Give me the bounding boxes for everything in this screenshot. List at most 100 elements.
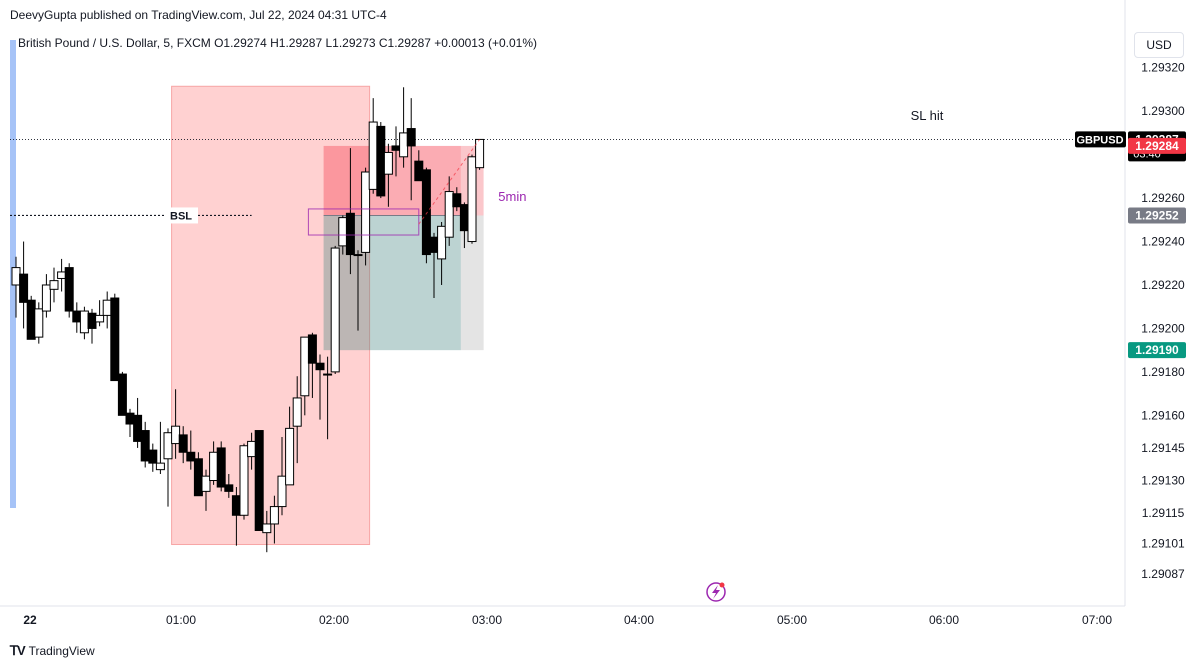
candle-body: [193, 458, 203, 497]
candle-body: [209, 451, 219, 482]
candle-body: [41, 284, 51, 312]
price-tick-label: 1.29300: [1141, 104, 1185, 118]
candle: [330, 245, 340, 375]
candle-body: [254, 430, 264, 531]
time-tick-label: 03:00: [472, 613, 502, 627]
candle-body: [87, 312, 97, 329]
candle: [376, 122, 386, 199]
candle-body: [368, 121, 378, 190]
candle: [277, 437, 287, 516]
candle-body: [353, 254, 363, 257]
candle: [148, 443, 158, 472]
time-tick-label: 07:00: [1082, 613, 1112, 627]
candle-body: [155, 462, 165, 471]
candle-body: [26, 299, 36, 340]
candle: [41, 274, 51, 318]
candle: [26, 295, 36, 340]
candle-body: [383, 151, 393, 175]
candle: [292, 376, 302, 464]
symbol-tag-bg: [1075, 131, 1126, 148]
time-tick-label: 01:00: [166, 613, 196, 627]
candle: [353, 250, 363, 331]
tradingview-logo-icon: ꓔV: [10, 643, 26, 658]
price-tag-label: 1.29284: [1135, 139, 1179, 153]
fvg-box: [307, 208, 420, 236]
lightning-alert-icon: [706, 582, 726, 602]
candle-body: [452, 193, 462, 208]
bsl-label: BSL: [170, 210, 192, 222]
candle-body: [186, 451, 196, 462]
candle-body: [269, 506, 279, 525]
candle: [315, 354, 325, 420]
candle: [406, 98, 416, 201]
candle-body: [323, 373, 333, 376]
candle: [345, 148, 355, 275]
candle: [437, 221, 447, 285]
price-tag-label: 1.29252: [1135, 208, 1179, 222]
candle-body: [429, 236, 439, 253]
candle: [34, 302, 44, 344]
price-tick-label: 1.29145: [1141, 441, 1185, 455]
candle-body: [11, 267, 21, 286]
price-tick-label: 1.29220: [1141, 278, 1185, 292]
candle-body: [247, 440, 257, 458]
candle-body: [338, 217, 348, 247]
fvg-label: 5min: [498, 189, 526, 204]
candle: [383, 143, 393, 207]
candle: [19, 241, 29, 329]
candle-body: [64, 267, 74, 312]
candle: [285, 406, 295, 486]
candle: [57, 258, 67, 292]
candle-body: [277, 475, 287, 508]
candle-body: [72, 310, 82, 323]
candle: [186, 430, 196, 470]
bsl-label-bg: [164, 207, 198, 224]
candle-body: [224, 484, 234, 492]
published-line: DeevyGupta published on TradingView.com,…: [10, 8, 387, 22]
price-tick-label: 1.29240: [1141, 235, 1185, 249]
candle: [193, 452, 203, 497]
price-tick-label: 1.29180: [1141, 365, 1185, 379]
candle-body: [79, 310, 89, 334]
candle: [72, 302, 82, 333]
candle-body: [421, 169, 431, 256]
candle-body: [178, 434, 188, 453]
candle: [300, 336, 310, 416]
currency-button[interactable]: USD: [1134, 32, 1184, 58]
candle: [110, 293, 120, 382]
candle: [224, 473, 234, 498]
alert-icon-dot: [719, 582, 725, 588]
candle-body: [361, 171, 371, 253]
candle: [140, 421, 150, 468]
horizontal-lines: BSL: [10, 139, 1125, 224]
price-tick-label: 1.29101: [1141, 537, 1185, 551]
candle-body: [292, 397, 302, 427]
candle-body: [437, 225, 447, 260]
candle-body: [148, 449, 158, 464]
candle: [87, 308, 97, 344]
candle: [201, 469, 211, 511]
sl-hit-annotation: SL hit: [911, 108, 944, 123]
candle: [102, 291, 112, 329]
price-tick-label: 1.29320: [1141, 61, 1185, 75]
candle-body: [467, 156, 477, 243]
candle: [125, 408, 135, 438]
position-path-line: [418, 139, 481, 225]
candle-body: [414, 160, 424, 182]
price-tag-bg: [1128, 342, 1186, 359]
candle: [79, 306, 89, 340]
price-tag-bg: [1128, 137, 1186, 154]
candle: [216, 441, 226, 492]
candle-body: [475, 138, 485, 169]
time-tick-label: 04:00: [624, 613, 654, 627]
axes: 1.293201.293001.292801.292601.292401.292…: [0, 0, 1186, 627]
price-tick-label: 1.29200: [1141, 321, 1185, 335]
footer: ꓔV TradingView: [10, 643, 95, 659]
drawings: 5min SL hit: [307, 108, 944, 602]
candle: [163, 428, 173, 507]
time-tick-label: 22: [23, 613, 37, 627]
candle-body: [133, 414, 143, 442]
candle: [155, 421, 165, 474]
candle: [452, 187, 462, 212]
